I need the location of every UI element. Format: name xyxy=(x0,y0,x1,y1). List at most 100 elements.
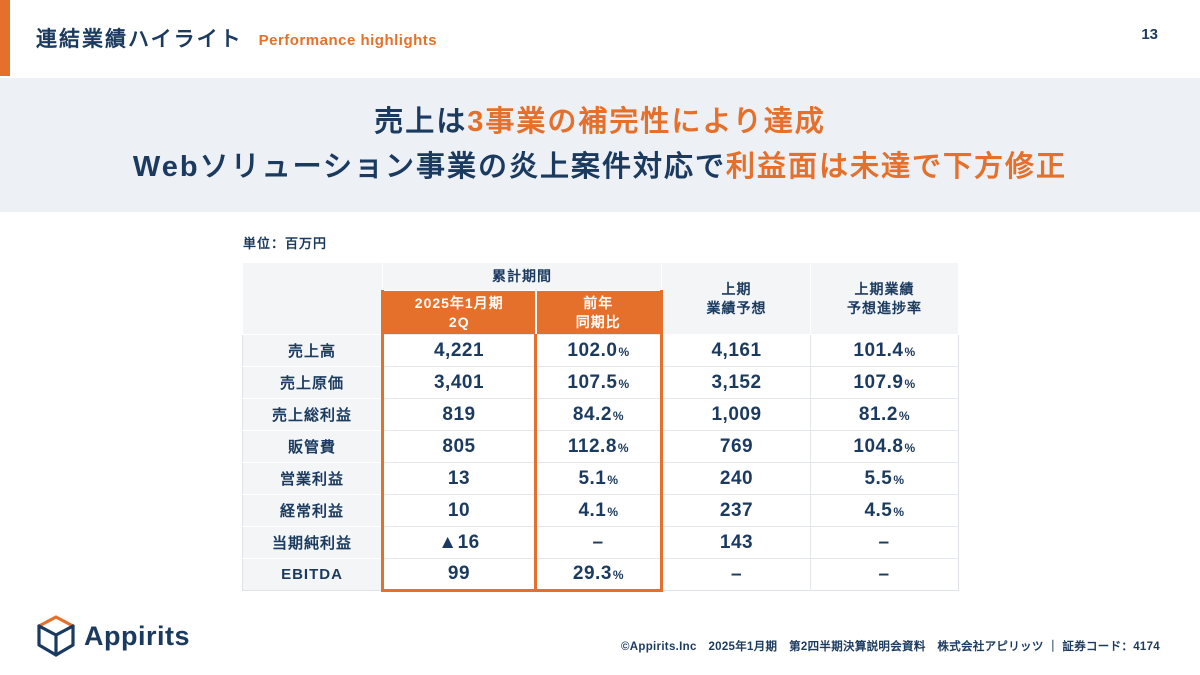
cell-q2: 3,401 xyxy=(381,366,536,399)
row-label: 売上高 xyxy=(242,334,383,367)
table-row: 経常利益 10 4.1% 237 4.5% xyxy=(242,494,959,527)
row-label: 営業利益 xyxy=(242,462,383,495)
banner-line-2: Webソリューション事業の炎上案件対応で利益面は未達で下方修正 xyxy=(133,145,1067,190)
cell-progress-value: 4.5 xyxy=(864,499,893,521)
cell-forecast: – xyxy=(661,558,811,591)
row-label: 販管費 xyxy=(242,430,383,463)
cell-progress-value: 104.8 xyxy=(853,435,904,457)
col-header-yoy: 前年 同期比 xyxy=(534,290,663,335)
col-header-yoy-l2: 同期比 xyxy=(575,313,621,330)
page-subtitle: Performance highlights xyxy=(258,31,438,49)
cell-progress-value: 5.5 xyxy=(864,467,893,489)
cell-progress: – xyxy=(810,558,959,591)
cell-progress-value: 81.2 xyxy=(858,403,898,425)
cell-yoy: 4.1% xyxy=(534,494,663,527)
page-number: 13 xyxy=(1141,26,1158,43)
cell-progress-unit: % xyxy=(904,376,916,391)
cell-yoy: 107.5% xyxy=(534,366,663,399)
banner-line2-accent: 利益面は未達で下方修正 xyxy=(726,151,1068,183)
cell-forecast: 3,152 xyxy=(661,366,811,399)
performance-table: 累計期間 上期 業績予想 上期業績 予想進捗率 2025年1月期 2Q 前年 同… xyxy=(242,262,959,592)
table-row: 当期純利益 ▲16 – 143 – xyxy=(242,526,959,559)
col-header-progress-l2: 予想進捗率 xyxy=(847,299,922,316)
cell-progress: 101.4% xyxy=(810,334,959,367)
cell-q2: 10 xyxy=(381,494,536,527)
cell-progress: – xyxy=(810,526,959,559)
banner-line1-accent: 3事業の補完性により達成 xyxy=(467,106,826,139)
cell-q2: ▲16 xyxy=(381,526,536,559)
cell-yoy-value: – xyxy=(592,531,604,553)
cell-forecast: 143 xyxy=(661,526,811,559)
cell-progress-unit: % xyxy=(904,440,916,455)
cell-yoy: 102.0% xyxy=(534,334,663,367)
cell-forecast: 1,009 xyxy=(661,398,811,431)
cell-progress-unit: % xyxy=(893,504,905,519)
table-row: 販管費 805 112.8% 769 104.8% xyxy=(242,430,959,463)
results-table: 累計期間 上期 業績予想 上期業績 予想進捗率 2025年1月期 2Q 前年 同… xyxy=(242,262,959,592)
table-row: EBITDA 99 29.3% – – xyxy=(242,558,959,592)
cell-yoy-unit: % xyxy=(618,344,630,359)
cell-forecast: 240 xyxy=(661,462,811,495)
cell-yoy-unit: % xyxy=(612,568,625,582)
cell-yoy-unit: % xyxy=(617,440,630,455)
row-label: EBITDA xyxy=(242,558,383,591)
cell-yoy: 29.3% xyxy=(534,558,663,592)
row-label: 売上総利益 xyxy=(242,398,383,431)
cell-progress: 5.5% xyxy=(810,462,959,495)
cell-yoy-unit: % xyxy=(607,504,619,519)
table-row: 売上総利益 819 84.2% 1,009 81.2% xyxy=(242,398,959,431)
row-label: 経常利益 xyxy=(242,494,383,527)
table-row: 売上高 4,221 102.0% 4,161 101.4% xyxy=(242,334,959,367)
col-header-forecast-l2: 業績予想 xyxy=(706,299,767,316)
cell-progress-unit: % xyxy=(898,408,911,423)
cell-forecast: 237 xyxy=(661,494,811,527)
cell-progress: 81.2% xyxy=(810,398,959,431)
cell-q2: 99 xyxy=(381,558,536,592)
cell-forecast: 4,161 xyxy=(661,334,811,367)
cell-forecast: 769 xyxy=(661,430,811,463)
footer-credit: ©Appirits.Inc 2025年1月期 第2四半期決算説明会資料 株式会社… xyxy=(621,641,1160,653)
cell-yoy-value: 84.2 xyxy=(572,403,612,425)
banner-line-1: 売上は3事業の補完性により達成 xyxy=(374,100,826,145)
cell-yoy-value: 112.8 xyxy=(567,435,617,457)
key-message-banner: 売上は3事業の補完性により達成 Webソリューション事業の炎上案件対応で利益面は… xyxy=(0,78,1200,212)
cell-yoy-value: 4.1 xyxy=(578,499,607,521)
cell-progress-value: – xyxy=(878,563,890,585)
cell-progress-value: 101.4 xyxy=(853,339,904,361)
cell-yoy-value: 107.5 xyxy=(567,371,618,393)
cell-progress-unit: % xyxy=(904,344,916,359)
col-header-forecast-l1: 上期 xyxy=(721,280,752,297)
cell-q2: 13 xyxy=(381,462,536,495)
banner-line2-dark: Webソリューション事業の炎上案件対応で xyxy=(132,151,727,183)
cell-yoy: 5.1% xyxy=(534,462,663,495)
cell-progress-value: 107.9 xyxy=(853,371,904,393)
col-header-fy2025q2: 2025年1月期 2Q xyxy=(381,290,536,335)
table-row: 売上原価 3,401 107.5% 3,152 107.9% xyxy=(242,366,959,399)
cell-q2: 805 xyxy=(381,430,536,463)
col-group-cumulative: 累計期間 xyxy=(382,262,662,291)
page-title: 連結業績ハイライト xyxy=(36,28,243,51)
accent-bar xyxy=(0,0,10,76)
company-logo: Appirits xyxy=(36,614,190,658)
logo-wordmark: Appirits xyxy=(84,620,191,651)
col-header-yoy-l1: 前年 xyxy=(583,295,614,312)
cell-progress: 104.8% xyxy=(810,430,959,463)
cell-q2: 819 xyxy=(381,398,536,431)
col-header-fy2025q2-l2: 2Q xyxy=(448,313,470,330)
cell-progress-unit: % xyxy=(893,472,905,487)
col-header-forecast: 上期 業績予想 xyxy=(661,262,811,335)
cell-progress: 4.5% xyxy=(810,494,959,527)
unit-note: 単位：百万円 xyxy=(243,236,328,251)
cell-yoy-unit: % xyxy=(618,376,630,391)
table-corner-cell xyxy=(242,262,383,335)
cell-yoy-value: 102.0 xyxy=(567,339,618,361)
col-header-progress-l1: 上期業績 xyxy=(854,280,915,297)
cell-progress: 107.9% xyxy=(810,366,959,399)
cell-yoy-value: 5.1 xyxy=(578,467,607,489)
cell-yoy-unit: % xyxy=(612,408,625,423)
cell-yoy: 84.2% xyxy=(534,398,663,431)
slide-header: 連結業績ハイライト Performance highlights xyxy=(36,0,437,76)
cell-yoy-value: 29.3 xyxy=(572,563,612,584)
cell-yoy-unit: % xyxy=(607,472,619,487)
